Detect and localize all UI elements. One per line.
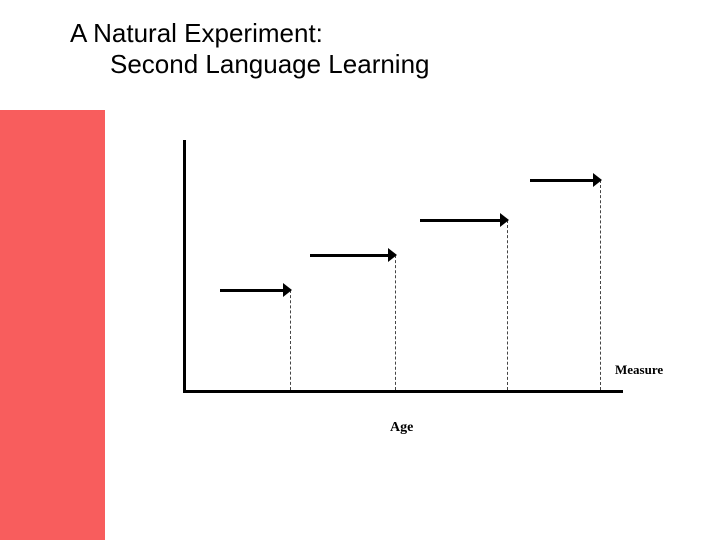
dashed-line-3 bbox=[507, 220, 508, 390]
y-axis bbox=[183, 140, 186, 393]
dashed-line-1 bbox=[290, 290, 291, 390]
measure-label: Measure bbox=[615, 362, 663, 378]
dashed-line-4 bbox=[600, 180, 601, 390]
x-axis-label: Age bbox=[390, 420, 413, 436]
accent-sidebar bbox=[0, 110, 105, 540]
dashed-line-2 bbox=[395, 255, 396, 390]
x-axis bbox=[183, 390, 623, 393]
slide-title: A Natural Experiment: Second Language Le… bbox=[70, 18, 430, 80]
title-line-1: A Natural Experiment: bbox=[70, 18, 430, 49]
title-line-2: Second Language Learning bbox=[110, 49, 430, 80]
